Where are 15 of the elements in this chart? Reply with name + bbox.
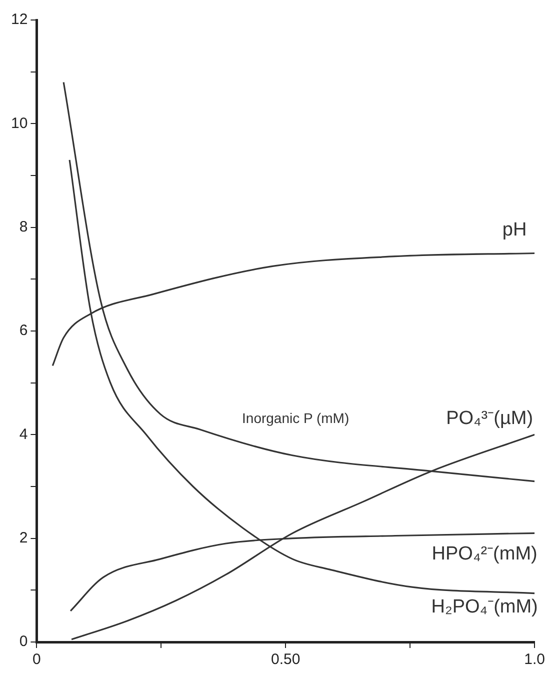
- series-label: pH: [502, 219, 527, 240]
- y-tick-label: 10: [10, 114, 28, 132]
- y-tick-label: 0: [19, 633, 28, 650]
- series-label: PO₄³⁻(µM): [446, 408, 534, 429]
- series-label: H₂PO₄⁻(mM): [431, 596, 538, 618]
- series-label: Inorganic P (mM): [242, 410, 350, 426]
- y-tick-label: 6: [19, 322, 28, 340]
- y-tick-label: 12: [10, 11, 28, 28]
- x-tick-label: 0.50: [271, 651, 300, 668]
- y-tick-label: 8: [19, 218, 28, 236]
- x-tick-label: 1.0: [524, 651, 546, 668]
- y-tick-label: 2: [19, 529, 28, 546]
- y-tick-label: 4: [19, 426, 28, 443]
- x-tick-label: 0: [32, 651, 41, 668]
- series-label: HPO₄²⁻(mM): [432, 543, 538, 564]
